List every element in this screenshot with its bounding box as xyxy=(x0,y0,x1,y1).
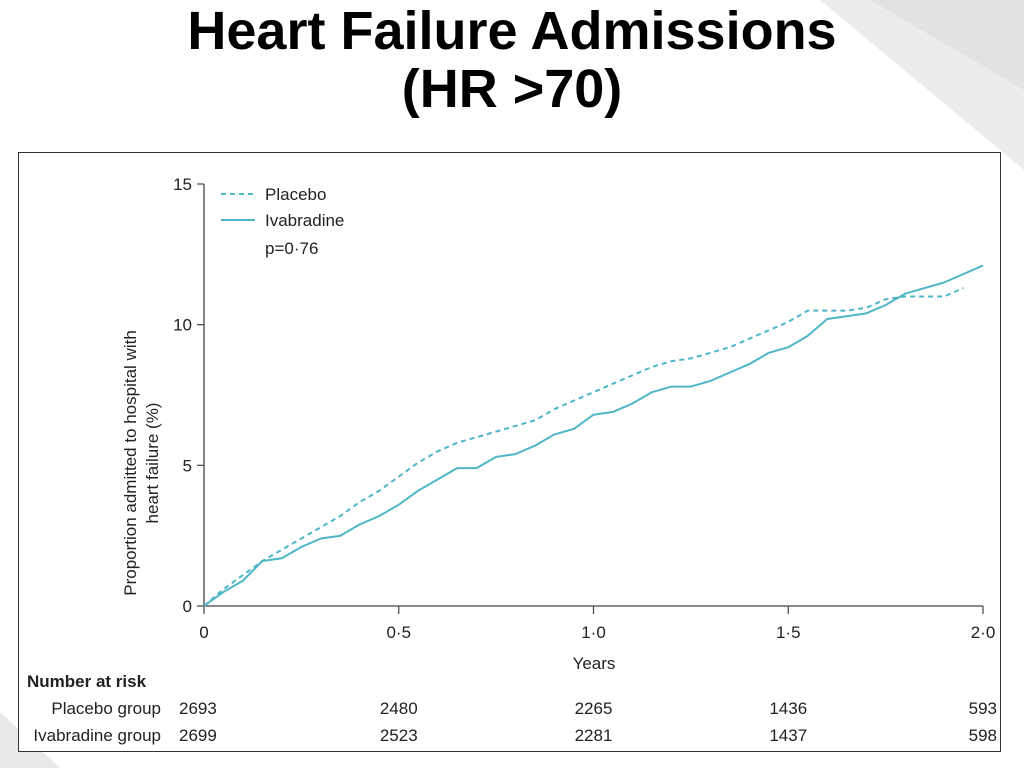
legend: Placebo Ivabradine p=0·76 xyxy=(221,185,344,258)
legend-label-ivabradine: Ivabradine xyxy=(265,211,344,230)
risk-table-row-label: Placebo group xyxy=(51,699,161,718)
x-tick-label: 0 xyxy=(199,623,208,642)
axes: 0 5 10 15 0 0·5 1·0 1·5 2·0 xyxy=(173,175,995,642)
slide-title-line-1: Heart Failure Admissions xyxy=(187,1,837,61)
series-line-placebo xyxy=(203,287,964,607)
risk-table-value: 2523 xyxy=(380,726,418,745)
y-tick-label: 10 xyxy=(173,316,192,335)
risk-table-value: 2281 xyxy=(575,726,613,745)
chart-svg: Proportion admitted to hospital with hea… xyxy=(27,175,997,745)
p-value-annotation: p=0·76 xyxy=(265,239,318,258)
y-axis-title-line-2: heart failure (%) xyxy=(143,403,162,524)
risk-table-value: 593 xyxy=(969,699,997,718)
risk-table-row-label: Ivabradine group xyxy=(33,726,161,745)
x-tick-label: 1·0 xyxy=(581,623,606,642)
risk-table-value: 1436 xyxy=(769,699,807,718)
risk-table-value: 2693 xyxy=(179,699,217,718)
risk-table-header: Number at risk xyxy=(27,672,147,691)
slide-title-line-2: (HR >70) xyxy=(401,59,623,119)
y-axis-title-line-1: Proportion admitted to hospital with xyxy=(121,330,140,596)
legend-label-placebo: Placebo xyxy=(265,185,326,204)
y-tick-label: 0 xyxy=(183,597,192,616)
x-tick-label: 1·5 xyxy=(776,623,801,642)
risk-table-value: 1437 xyxy=(769,726,807,745)
x-tick-label: 0·5 xyxy=(386,623,411,642)
risk-table-value: 598 xyxy=(969,726,997,745)
x-axis-title: Years xyxy=(573,654,616,673)
y-tick-label: 5 xyxy=(183,456,192,475)
risk-table-value: 2699 xyxy=(179,726,217,745)
risk-table-value: 2480 xyxy=(380,699,418,718)
risk-table: Number at risk Placebo group 2693 2480 2265 1… xyxy=(27,672,997,745)
series-line-ivabradine xyxy=(203,264,984,607)
series-layer xyxy=(203,264,984,607)
y-axis-title: Proportion admitted to hospital with hea… xyxy=(121,330,162,596)
risk-table-value: 2265 xyxy=(575,699,613,718)
x-tick-label: 2·0 xyxy=(971,623,996,642)
chart-frame: Proportion admitted to hospital with hea… xyxy=(18,152,1001,752)
slide-title: Heart Failure Admissions (HR >70) xyxy=(0,2,1024,118)
y-tick-label: 15 xyxy=(173,175,192,194)
